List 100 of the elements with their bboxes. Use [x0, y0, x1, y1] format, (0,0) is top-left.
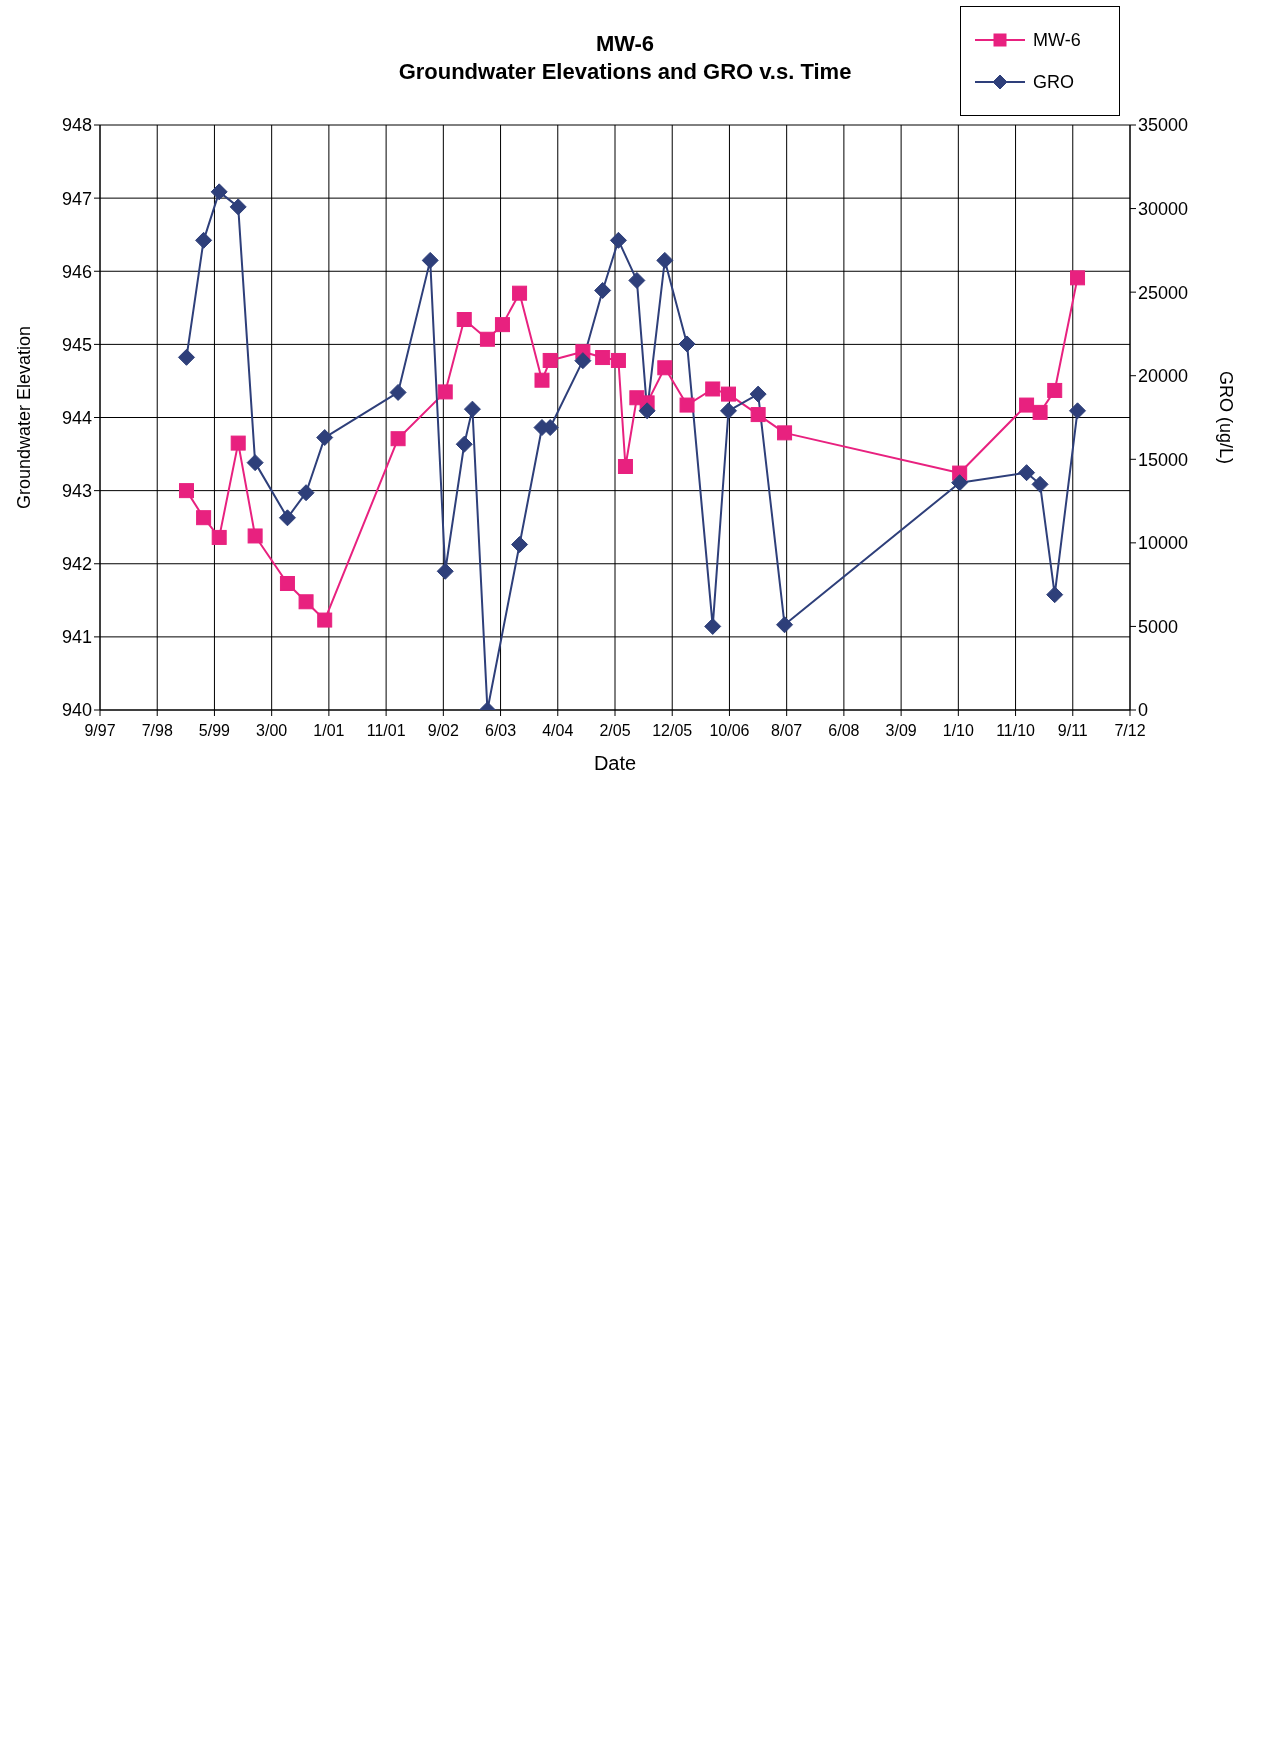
point — [278, 509, 296, 527]
point — [610, 352, 626, 368]
x-tick-label: 12/05 — [652, 722, 693, 739]
x-tick-label: 10/06 — [709, 722, 750, 739]
point — [436, 562, 454, 580]
point — [421, 251, 439, 269]
x-tick-label: 5/99 — [198, 722, 231, 739]
point — [494, 317, 510, 333]
x-tick-label: 9/97 — [84, 722, 116, 739]
legend-label: GRO — [1033, 71, 1075, 93]
x-tick-label: 9/11 — [1057, 722, 1088, 739]
y-axis-title: Groundwater Elevation — [14, 325, 35, 510]
point — [479, 331, 495, 347]
x-tick-label: 7/98 — [141, 722, 173, 739]
x-tick-label: 1/10 — [942, 722, 975, 739]
point — [229, 198, 247, 216]
x-tick-label: 4/04 — [542, 722, 574, 739]
point — [297, 484, 315, 502]
point — [704, 617, 722, 635]
point — [390, 431, 406, 447]
point — [719, 402, 737, 420]
y2-tick-label: 0 — [1138, 700, 1149, 721]
point — [179, 483, 194, 499]
x-tick-label: 8/07 — [771, 722, 803, 739]
point — [705, 381, 721, 397]
point — [1018, 464, 1036, 482]
y-tick-label: 945 — [61, 334, 92, 355]
y2-tick-label: 30000 — [1138, 198, 1189, 219]
point — [720, 386, 736, 402]
x-tick-label: 9/02 — [427, 722, 460, 739]
point — [1069, 402, 1087, 420]
point — [456, 312, 472, 328]
point — [1019, 397, 1035, 413]
point — [951, 474, 969, 492]
point — [678, 335, 696, 353]
x-tick-label: 3/00 — [256, 722, 288, 739]
point — [1047, 382, 1063, 398]
y-tick-label: 948 — [61, 115, 92, 136]
y2-tick-label: 15000 — [1138, 449, 1189, 470]
y2-tick-label: 25000 — [1138, 282, 1189, 303]
y2-tick-label: 20000 — [1138, 366, 1189, 387]
point — [595, 350, 611, 366]
x-tick-label: 1/01 — [313, 722, 345, 739]
point — [317, 612, 333, 628]
point — [657, 360, 673, 376]
point — [594, 281, 612, 299]
y2-axis-title: GRO (ug/L) — [1215, 370, 1236, 465]
point — [1032, 404, 1048, 420]
y-tick-label: 946 — [61, 261, 92, 282]
point — [1070, 270, 1086, 286]
point — [609, 231, 627, 249]
point — [542, 352, 558, 368]
point — [1031, 475, 1049, 493]
point — [298, 594, 314, 610]
point — [511, 536, 529, 554]
point — [512, 285, 528, 301]
x-axis-title: Date — [593, 752, 637, 774]
point — [230, 435, 246, 451]
point — [638, 402, 656, 420]
point — [389, 383, 407, 401]
y-tick-label: 944 — [61, 407, 92, 428]
y2-tick-label: 35000 — [1138, 115, 1189, 136]
point — [437, 384, 453, 400]
point — [617, 458, 633, 474]
y2-tick-label: 10000 — [1138, 533, 1189, 554]
y-tick-label: 943 — [61, 481, 92, 502]
point — [279, 575, 295, 591]
chart-subtitle: Groundwater Elevations and GRO v.s. Time — [398, 59, 852, 84]
x-tick-label: 6/03 — [484, 722, 517, 739]
point — [534, 372, 550, 388]
point — [195, 231, 213, 249]
point — [210, 183, 228, 201]
point — [777, 425, 793, 441]
y-tick-label: 941 — [61, 627, 92, 648]
chart-title: MW-6 — [595, 31, 655, 56]
x-tick-label: 2/05 — [599, 722, 631, 739]
point — [628, 271, 646, 289]
x-tick-label: 3/09 — [885, 722, 917, 739]
y-tick-label: 947 — [61, 188, 92, 209]
point — [1046, 586, 1064, 604]
point — [574, 352, 592, 370]
point — [750, 407, 766, 423]
x-tick-label: 11/01 — [366, 722, 406, 739]
point — [316, 429, 334, 447]
point — [246, 454, 264, 472]
x-tick-label: 7/12 — [1114, 722, 1146, 739]
point — [679, 397, 695, 413]
x-tick-label: 6/08 — [828, 722, 860, 739]
y-tick-label: 940 — [61, 700, 92, 721]
legend-label: MW-6 — [1033, 29, 1081, 51]
y-tick-label: 942 — [61, 554, 92, 575]
point — [776, 616, 794, 634]
point — [211, 529, 227, 545]
point — [749, 385, 767, 403]
point — [455, 435, 473, 453]
x-tick-label: 11/10 — [996, 722, 1036, 739]
point — [178, 348, 195, 366]
point — [463, 400, 481, 418]
point — [247, 528, 263, 544]
point — [656, 251, 674, 269]
